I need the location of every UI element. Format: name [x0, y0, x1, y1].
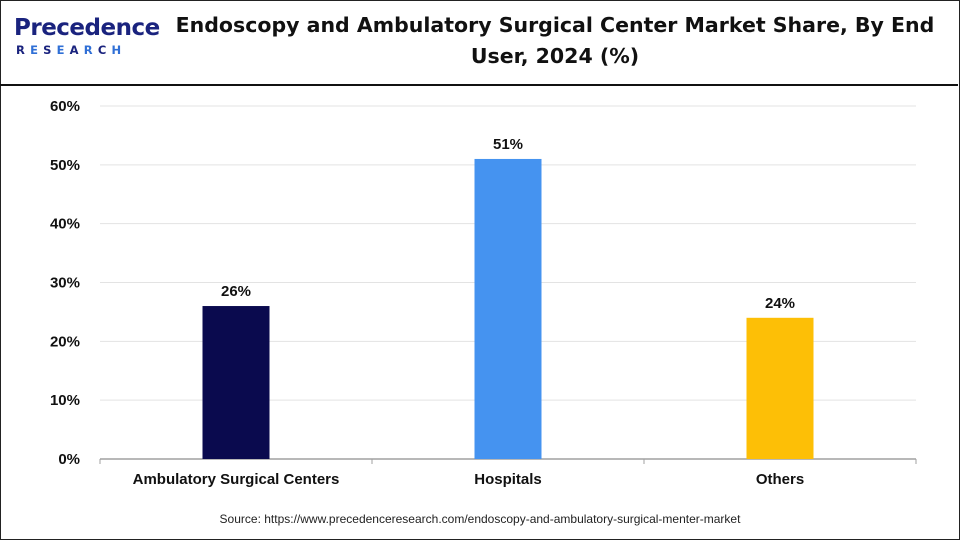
y-tick-label: 50%	[50, 157, 80, 174]
chart-title: Endoscopy and Ambulatory Surgical Center…	[175, 13, 935, 68]
brand-subtitle: RESEARCH	[16, 43, 127, 57]
y-tick-label: 30%	[50, 275, 80, 292]
data-label: 26%	[221, 283, 251, 300]
x-tick-label: Hospitals	[474, 471, 542, 488]
brand-logo: Precedence RESEARCH	[14, 14, 164, 64]
brand-name: Precedence	[14, 15, 160, 41]
y-tick-label: 60%	[50, 98, 80, 115]
y-tick-label: 10%	[50, 392, 80, 409]
bar-hospitals	[474, 158, 542, 459]
header: Precedence RESEARCH Endoscopy and Ambula…	[0, 0, 958, 86]
x-tick-label: Ambulatory Surgical Centers	[133, 471, 340, 488]
y-tick-label: 20%	[50, 333, 80, 350]
source-note: Source: https://www.precedenceresearch.c…	[219, 512, 741, 526]
x-tick-label: Others	[756, 471, 804, 488]
bar-ambulatory-surgical-centers	[202, 306, 270, 459]
y-tick-label: 0%	[58, 451, 80, 468]
y-tick-label: 40%	[50, 216, 80, 233]
data-label: 51%	[493, 136, 523, 153]
data-label: 24%	[765, 295, 795, 312]
bar-others	[746, 317, 814, 459]
